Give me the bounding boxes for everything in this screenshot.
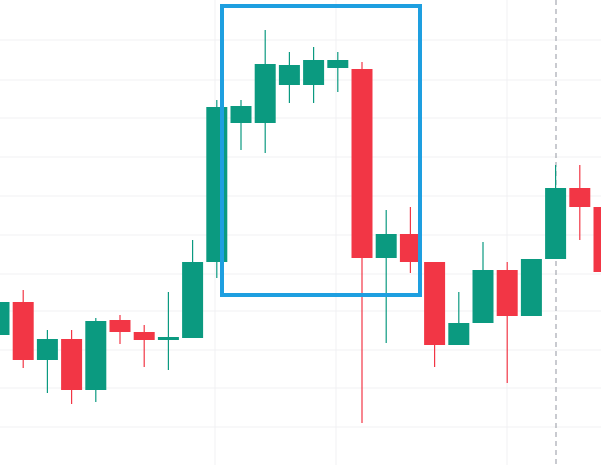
candle-body [593,207,601,272]
candle-body [520,259,542,316]
candle-body [399,234,421,262]
candle-body [230,106,252,123]
candle-body [327,60,349,68]
candle-body [545,188,567,259]
candle-body [278,65,300,85]
candle-body [569,188,591,207]
candle-body [424,262,446,345]
candles [0,30,601,423]
candle-body [472,270,494,323]
candle-body [206,107,228,262]
candle-body [303,60,325,85]
candle-body [36,339,58,360]
candle-body [182,262,204,338]
candle-body [351,69,373,258]
candle-body [133,332,155,340]
candle-body [85,321,107,390]
candle-body [254,64,276,123]
highlight-box [220,4,422,297]
candle-body [0,302,10,335]
candle-body [12,302,34,360]
candle-body [157,337,179,340]
candle-body [375,234,397,258]
candle-body [109,320,131,332]
candle-body [448,323,470,345]
candle-body [61,339,83,390]
candle-body [496,270,518,316]
